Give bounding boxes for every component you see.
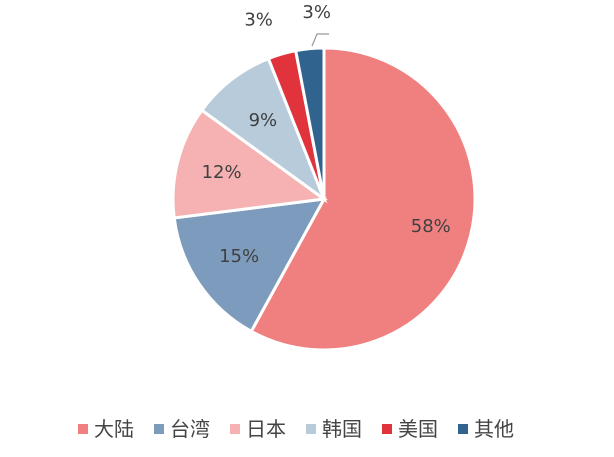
- pie-slice-japan: [171, 108, 328, 220]
- legend-label: 美国: [398, 417, 438, 441]
- legend-swatch: [382, 424, 392, 434]
- leader-line: [311, 33, 329, 47]
- slice-label-other: 3%: [302, 2, 331, 23]
- legend-label: 日本: [246, 417, 286, 441]
- slice-label-japan: 12%: [202, 162, 242, 183]
- legend-item-usa: 美国: [382, 419, 438, 439]
- legend-swatch: [78, 424, 88, 434]
- pie-slices: [171, 46, 477, 352]
- legend-label: 韩国: [322, 417, 362, 441]
- legend-item-other: 其他: [458, 419, 514, 439]
- legend-swatch: [306, 424, 316, 434]
- legend-label: 台湾: [170, 417, 210, 441]
- pie-slice-taiwan: [172, 197, 327, 334]
- slice-label-mainland: 58%: [411, 216, 451, 237]
- legend-swatch: [230, 424, 240, 434]
- slice-labels: 58% 15% 12% 9% 3% 3%: [202, 2, 451, 267]
- slice-label-taiwan: 15%: [219, 246, 259, 267]
- legend-item-taiwan: 台湾: [154, 419, 210, 439]
- slice-label-korea: 9%: [249, 110, 278, 131]
- legend: 大陆 台湾 日本 韩国 美国 其他: [78, 414, 514, 444]
- legend-label: 其他: [474, 417, 514, 441]
- legend-item-japan: 日本: [230, 419, 286, 439]
- legend-item-korea: 韩国: [306, 419, 362, 439]
- pie-slice-mainland: [249, 46, 477, 352]
- slice-label-usa: 3%: [244, 10, 273, 31]
- pie-slice-other: [293, 46, 326, 200]
- legend-swatch: [154, 424, 164, 434]
- legend-swatch: [458, 424, 468, 434]
- legend-label: 大陆: [94, 417, 134, 441]
- legend-item-mainland: 大陆: [78, 419, 134, 439]
- pie-slice-korea: [199, 56, 328, 204]
